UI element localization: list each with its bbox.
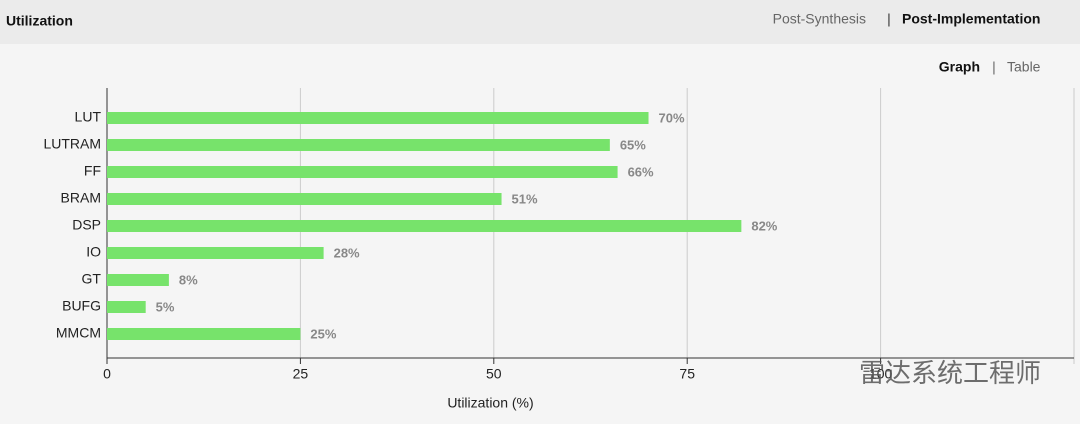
separator: | [992,59,996,75]
bar [107,112,649,124]
y-tick-label: BUFG [62,298,101,314]
tab[interactable]: Post-Implementation [902,11,1040,27]
header-bar [0,0,1080,44]
value-label: 82% [751,218,777,233]
x-tick-label: 50 [486,366,502,382]
separator: | [887,11,891,27]
watermark: 雷达系统工程师 [859,358,1041,388]
bar [107,247,324,259]
y-tick-label: DSP [72,217,101,233]
view-tab[interactable]: Graph [939,59,980,75]
x-tick-label: 75 [679,366,695,382]
value-label: 51% [512,191,538,206]
bar [107,274,169,286]
value-label: 65% [620,137,646,152]
bar [107,328,301,340]
x-tick-label: 100 [869,366,893,382]
y-tick-label: GT [82,271,102,287]
y-tick-label: BRAM [61,190,101,206]
y-tick-label: LUTRAM [43,136,101,152]
view-tab[interactable]: Table [1007,59,1041,75]
x-tick-label: 25 [293,366,309,382]
y-tick-label: IO [86,244,101,260]
value-label: 70% [659,110,685,125]
value-label: 66% [628,164,654,179]
x-axis-label: Utilization (%) [447,395,533,411]
value-label: 25% [310,326,336,341]
x-tick-label: 0 [103,366,111,382]
y-tick-label: FF [84,163,101,179]
y-tick-label: MMCM [56,325,101,341]
bar [107,220,742,232]
value-label: 8% [179,272,198,287]
bar [107,301,146,313]
value-label: 5% [156,299,175,314]
value-label: 28% [334,245,360,260]
tab[interactable]: Post-Synthesis [773,11,866,27]
y-tick-label: LUT [75,109,102,125]
bar [107,139,610,151]
header-title: Utilization [6,13,73,29]
chart: 0 25 50 75 100 Utilization (%) LUT 70% LUTRAM 65%… [43,88,1075,411]
bar [107,193,502,205]
bar [107,166,618,178]
